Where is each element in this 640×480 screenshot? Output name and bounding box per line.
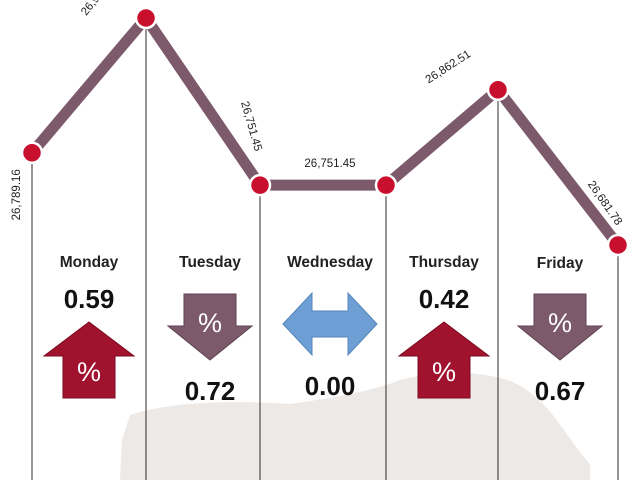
index-point — [374, 173, 398, 197]
day-column-tuesday: Tuesday 0.72% — [166, 254, 254, 406]
day-column-wednesday: Wednesday 0.00 — [282, 254, 378, 401]
index-value-label: 26,751.45 — [304, 158, 355, 170]
arrow-up-icon — [397, 321, 491, 399]
day-label: Tuesday — [179, 254, 241, 271]
index-point — [20, 141, 44, 165]
change-percent: 0.59 — [64, 284, 115, 314]
index-point — [486, 78, 510, 102]
index-point — [606, 233, 630, 257]
index-value-label: 26,862.51 — [424, 48, 473, 86]
change-percent: 0.72 — [185, 376, 236, 406]
background-map — [120, 372, 590, 480]
index-value-label: 26,789.16 — [11, 169, 23, 220]
day-label: Monday — [60, 254, 119, 271]
value-labels: 26,789.16 26,946.10 26,751.45 26,751.45 26,8… — [11, 0, 624, 228]
percent-sign: % — [198, 308, 222, 338]
day-column-thursday: Thursday 0.42% — [397, 254, 491, 399]
day-label: Friday — [537, 255, 584, 272]
day-columns: Monday 0.59% Tuesday 0.72% Wednesday 0.00 Thur… — [42, 254, 604, 406]
index-value-label: 26,946.10 — [79, 0, 120, 18]
arrow-down-icon — [166, 293, 254, 361]
day-column-monday: Monday 0.59% — [42, 254, 136, 399]
index-point — [248, 173, 272, 197]
day-label: Thursday — [409, 254, 479, 271]
change-percent: 0.67 — [535, 376, 586, 406]
day-label: Wednesday — [287, 254, 373, 271]
arrow-up-icon — [42, 321, 136, 399]
percent-sign: % — [548, 308, 572, 338]
change-percent: 0.00 — [305, 371, 356, 401]
index-line — [26, 12, 624, 251]
percent-sign: % — [77, 357, 101, 387]
index-series — [20, 6, 630, 257]
index-point — [134, 6, 158, 30]
day-column-friday: Friday 0.67% — [516, 255, 604, 406]
day-separators — [31, 18, 619, 480]
arrow-down-icon — [516, 293, 604, 361]
change-percent: 0.42 — [419, 284, 470, 314]
index-value-label: 26,751.45 — [238, 100, 264, 152]
percent-sign: % — [432, 357, 456, 387]
double-arrow-icon — [282, 291, 378, 357]
